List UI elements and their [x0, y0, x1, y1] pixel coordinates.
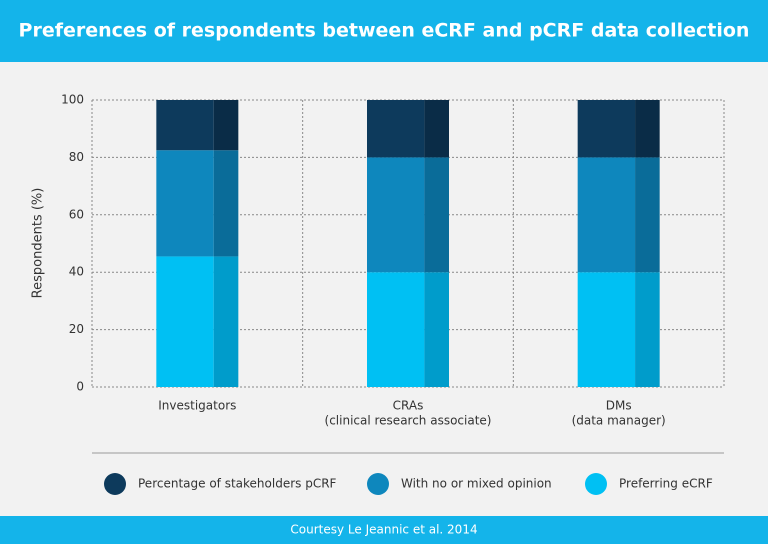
bar-segment — [577, 100, 660, 158]
y-tick-label: 100 — [61, 93, 84, 107]
header-bar — [0, 0, 768, 62]
x-tick-label: (clinical research associate) — [325, 414, 492, 428]
y-tick-label: 40 — [69, 265, 84, 279]
bar-segment — [156, 100, 239, 151]
bar-segment — [156, 256, 239, 387]
bar-segment — [367, 272, 449, 387]
bar-face — [156, 256, 214, 387]
bar-segment — [367, 157, 449, 273]
y-tick-label: 60 — [69, 207, 84, 221]
bar-face — [156, 100, 214, 151]
footer-bar — [0, 516, 768, 544]
bar-face — [577, 272, 636, 387]
bar-side — [635, 100, 660, 158]
bar-face — [367, 100, 425, 158]
bar-side — [635, 157, 660, 273]
legend-label: Preferring eCRF — [619, 477, 713, 491]
bar-face — [367, 272, 425, 387]
x-tick-label: (data manager) — [572, 414, 666, 428]
x-tick-label: DMs — [606, 399, 632, 413]
legend-swatch — [367, 473, 389, 495]
x-tick-label: Investigators — [158, 399, 236, 413]
legend-label: Percentage of stakeholders pCRF — [138, 477, 337, 491]
x-tick-label: CRAs — [393, 399, 424, 413]
bar-side — [424, 157, 449, 273]
bar-side — [424, 272, 449, 387]
bar-side — [635, 272, 660, 387]
bar-segment — [577, 272, 660, 387]
bar-side — [213, 256, 239, 387]
bar-segment — [577, 157, 660, 273]
bar-segment — [156, 150, 239, 257]
legend-swatch — [585, 473, 607, 495]
source: Courtesy Le Jeannic et al. 2014 — [290, 523, 477, 537]
bar-side — [424, 100, 449, 158]
bar-face — [577, 100, 636, 158]
bar-face — [367, 157, 425, 273]
chart-title: Preferences of respondents between eCRF … — [19, 20, 750, 42]
y-tick-label: 0 — [76, 380, 84, 394]
legend-swatch — [104, 473, 126, 495]
bar-side — [213, 100, 239, 151]
legend-label: With no or mixed opinion — [401, 477, 552, 491]
y-axis-label: Respondents (%) — [31, 188, 46, 299]
bar-segment — [367, 100, 449, 158]
bar-side — [213, 150, 239, 257]
y-tick-label: 20 — [69, 322, 84, 336]
bar-face — [156, 150, 214, 257]
bar-face — [577, 157, 636, 273]
y-tick-label: 80 — [69, 150, 84, 164]
